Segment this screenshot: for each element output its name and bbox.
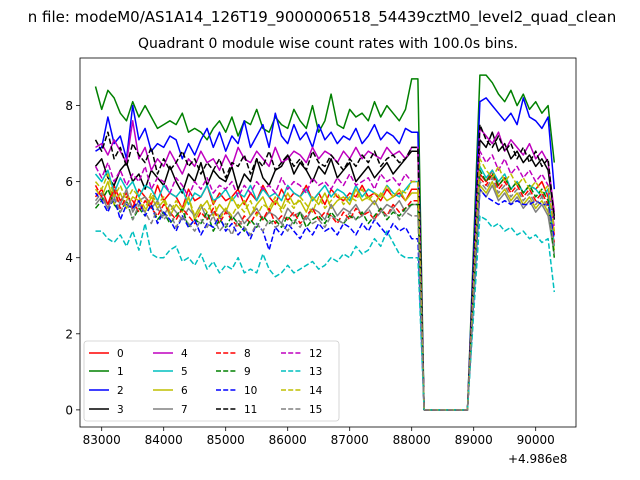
y-tick-label: 2 (65, 327, 73, 341)
y-tick-label: 8 (65, 99, 73, 113)
series-line-12 (94, 150, 556, 411)
legend-label-1: 1 (117, 366, 124, 378)
legend-label-6: 6 (181, 385, 188, 397)
series-line-15 (94, 177, 556, 411)
legend-box (83, 340, 340, 422)
legend-label-5: 5 (181, 366, 188, 378)
x-tick-label: 84000 (145, 433, 183, 447)
legend-label-11: 11 (244, 404, 257, 416)
x-tick-label: 87000 (331, 433, 369, 447)
legend-label-14: 14 (309, 385, 323, 397)
legend-label-2: 2 (117, 385, 124, 397)
y-tick-label: 6 (65, 175, 73, 189)
series-line-14 (94, 158, 556, 411)
legend-label-15: 15 (309, 404, 322, 416)
legend-label-13: 13 (309, 366, 322, 378)
legend-label-8: 8 (244, 348, 251, 360)
series-line-13 (95, 215, 556, 411)
plot-area (94, 74, 556, 411)
x-tick-label: 85000 (207, 433, 245, 447)
y-tick-label: 4 (65, 251, 73, 265)
y-axis: 0 2 4 6 8 (65, 99, 80, 417)
series-line-11 (94, 123, 556, 411)
legend-label-3: 3 (117, 404, 124, 416)
legend-label-12: 12 (309, 348, 322, 360)
axes-frame (79, 57, 577, 428)
x-tick-label: 90000 (517, 433, 555, 447)
chart-title: Quadrant 0 module wise count rates with … (138, 36, 518, 52)
legend-label-0: 0 (117, 348, 124, 360)
legend-label-9: 9 (244, 366, 251, 378)
x-axis: 83000 84000 85000 86000 87000 88000 89000 90000 (83, 427, 555, 447)
x-tick-label: 89000 (455, 433, 493, 447)
y-tick-label: 0 (65, 403, 73, 417)
series-line-1 (94, 74, 556, 411)
figure-suptitle: n file: modeM0/AS1A14_126T19_9000006518_… (27, 8, 617, 26)
x-offset-label: +4.986e8 (508, 452, 568, 466)
x-tick-label: 86000 (269, 433, 307, 447)
legend-label-4: 4 (181, 348, 188, 360)
legend-label-7: 7 (181, 404, 188, 416)
series-line-10 (94, 188, 556, 411)
x-tick-label: 88000 (393, 433, 431, 447)
x-tick-label: 83000 (83, 433, 121, 447)
legend-label-10: 10 (244, 385, 257, 397)
series-line-2 (95, 97, 556, 411)
